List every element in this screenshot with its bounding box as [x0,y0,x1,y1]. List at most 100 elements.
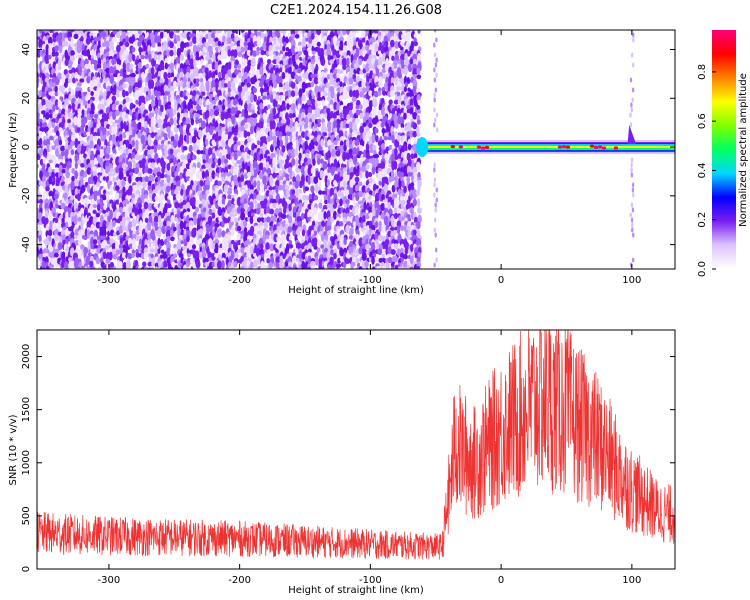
noise-cell [61,84,65,95]
noise-cell [185,261,190,268]
noise-cell [175,185,181,192]
noise-cell [358,246,364,255]
noise-cell [352,130,357,138]
noise-cell [252,266,257,269]
noise-cell [252,87,258,94]
noise-cell [106,47,110,53]
noise-cell [111,125,117,134]
noise-cell [313,237,318,247]
noise-cell [280,118,286,124]
noise-cell [233,64,238,69]
noise-cell [393,99,399,105]
noise-cell [75,90,79,99]
noise-cell [116,44,121,53]
noise-cell [279,162,283,169]
noise-cell [105,149,111,155]
noise-cell [352,31,356,38]
noise-cell [349,132,353,138]
noise-cell [292,176,297,184]
noise-cell [388,99,393,105]
noise-cell [374,127,379,134]
noise-cell [179,90,184,98]
noise-cell [380,45,386,55]
noise-cell [85,266,91,269]
noise-cell [45,191,50,197]
noise-cell [87,147,92,156]
noise-cell [217,104,223,110]
noise-cell [372,107,377,116]
noise-cell [258,81,264,88]
noise-cell [342,64,347,71]
noise-cell [240,247,245,254]
noise-cell [169,49,174,57]
noise-cell [211,139,216,146]
noise-cell [157,248,161,255]
noise-cell [358,186,363,191]
noise-cell [45,185,50,192]
noise-cell [256,40,262,47]
noise-cell [237,146,241,151]
noise-cell [135,139,139,147]
noise-cell [156,90,162,98]
noise-cell [157,139,163,146]
noise-cell [112,266,117,269]
noise-cell [102,209,107,214]
noise-cell [332,210,337,220]
noise-cell [38,234,42,243]
noise-cell [38,130,43,138]
noise-cell [183,95,188,100]
noise-cell [182,161,187,170]
noise-cell [45,68,49,74]
noise-cell [115,208,120,213]
noise-cell [200,58,204,66]
noise-cell [83,197,89,207]
noise-cell [300,65,306,70]
noise-cell [38,102,43,111]
noise-cell [61,168,66,174]
noise-cell [42,104,47,111]
noise-cell [93,135,98,142]
noise-cell [338,94,344,101]
noise-cell [145,63,150,69]
noise-cell [377,113,382,121]
noise-cell [311,50,316,55]
noise-cell [150,266,155,269]
noise-cell [262,62,267,70]
noise-cell [316,122,322,128]
noise-cell [172,140,178,149]
noise-cell [115,109,121,116]
noise-cell [163,144,168,150]
noise-cell [316,30,322,36]
noise-cell [185,72,191,79]
noise-cell [307,266,312,269]
noise-cell [185,91,190,97]
noise-cell [266,258,271,264]
noise-cell [275,94,280,102]
noise-cell [349,193,353,201]
noise-cell [253,94,258,102]
noise-cell [343,164,347,169]
noise-cell [362,87,367,94]
noise-cell [147,89,152,98]
noise-cell [167,72,172,79]
noise-cell [150,253,154,259]
noise-cell [365,143,370,152]
noise-cell [90,102,95,113]
noise-cell [102,239,108,247]
noise-cell [246,131,251,137]
noise-cell [70,140,75,146]
noise-cell [77,216,82,223]
noise-cell [306,43,313,48]
noise-cell [271,120,276,130]
noise-cell [86,131,91,136]
noise-cell [287,226,293,233]
noise-cell [116,64,121,70]
noise-cell [298,81,303,90]
noise-cell [311,211,315,218]
noise-cell [263,221,269,230]
noise-cell [147,202,153,211]
noise-cell [166,220,171,227]
noise-cell [60,150,66,157]
noise-cell [161,166,165,174]
noise-cell [294,180,299,189]
